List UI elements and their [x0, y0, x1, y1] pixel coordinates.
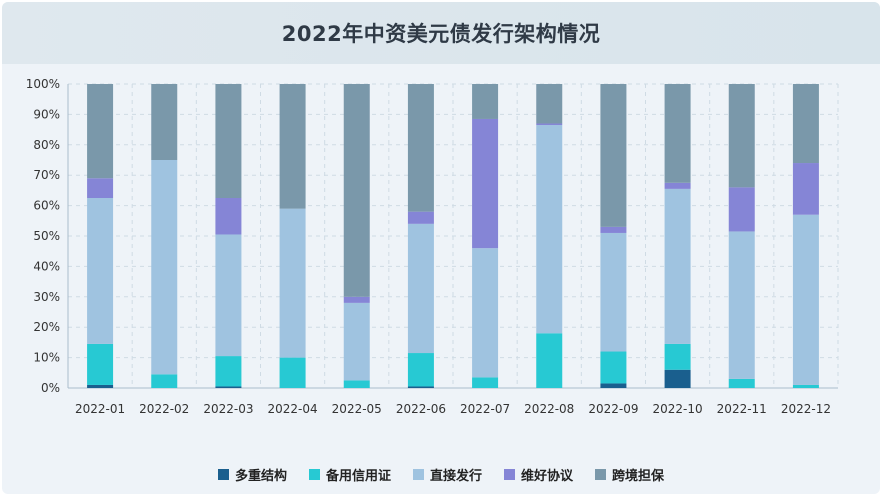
legend-label: 直接发行	[429, 468, 482, 484]
legend-label: 备用信用证	[325, 468, 391, 484]
legend-item[interactable]: 多重结构	[217, 465, 287, 484]
legend-item[interactable]: 直接发行	[412, 465, 482, 484]
stacked-bar-chart: 0% 10% 20% 30% 40% 50% 60% 70% 80% 90% 100% 2022-01…	[26, 77, 839, 416]
legend-item[interactable]: 备用信用证	[308, 465, 391, 484]
bar-segment	[664, 343, 691, 370]
x-tick-label: 2022-04	[268, 402, 318, 416]
bar-segment	[151, 374, 178, 388]
y-tick-label: 100%	[26, 77, 60, 91]
legend-item[interactable]: 维好协议	[504, 465, 573, 484]
bar-segment	[664, 369, 691, 388]
bar-segment	[536, 125, 563, 334]
legend-swatch	[595, 468, 607, 480]
x-tick-label: 2022-01	[75, 402, 125, 416]
bar-segment	[279, 357, 306, 388]
bar-segment	[600, 232, 627, 352]
bar-segment	[664, 188, 691, 344]
bar-segment	[600, 351, 627, 384]
legend-swatch	[412, 468, 424, 480]
bar-segment	[472, 118, 499, 249]
bar-segment	[472, 84, 499, 119]
bar-segment	[600, 84, 627, 227]
bar-segment	[215, 356, 242, 387]
y-tick-label: 10%	[33, 351, 60, 365]
bar-segment	[792, 384, 819, 388]
y-tick-label: 50%	[33, 229, 60, 243]
bar-segment	[279, 84, 306, 209]
legend-swatch	[308, 468, 320, 480]
bar-segment	[728, 231, 755, 379]
bar-segment	[343, 380, 370, 388]
bar-segment	[215, 234, 242, 357]
legend-label: 多重结构	[234, 468, 287, 484]
y-tick-label: 0%	[41, 381, 60, 395]
bar-segment	[792, 163, 819, 215]
bar-segment	[407, 84, 434, 212]
y-tick-label: 80%	[33, 138, 60, 152]
bar-segment	[151, 84, 178, 160]
y-tick-label: 30%	[33, 290, 60, 304]
bar-segment	[87, 384, 114, 388]
x-tick-label: 2022-03	[203, 402, 253, 416]
legend: 多重结构 备用信用证 直接发行 维好协议 跨境担保	[2, 464, 880, 484]
x-tick-label: 2022-09	[588, 402, 638, 416]
y-tick-label: 40%	[33, 259, 60, 273]
bar-segment	[600, 383, 627, 388]
bar-segment	[728, 84, 755, 188]
x-tick-label: 2022-10	[653, 402, 703, 416]
x-tick-label: 2022-06	[396, 402, 446, 416]
x-tick-label: 2022-02	[139, 402, 189, 416]
bar-segment	[407, 211, 434, 224]
bar-segment	[87, 343, 114, 385]
bar-segment	[536, 123, 563, 126]
x-tick-label: 2022-07	[460, 402, 510, 416]
bar-segment	[151, 160, 178, 375]
y-tick-label: 90%	[33, 107, 60, 121]
legend-swatch	[217, 468, 229, 480]
bar-segment	[407, 353, 434, 387]
x-tick-label: 2022-11	[717, 402, 767, 416]
bar-segment	[343, 84, 370, 297]
bar-segment	[215, 198, 242, 235]
title-bar: 2022年中资美元债发行架构情况	[2, 2, 880, 64]
bar-segment	[664, 84, 691, 183]
bar-segment	[215, 386, 242, 388]
y-tick-label: 60%	[33, 199, 60, 213]
legend-label: 维好协议	[521, 468, 574, 484]
y-tick-label: 20%	[33, 320, 60, 334]
legend-swatch	[504, 468, 515, 480]
x-tick-label: 2022-12	[781, 402, 831, 416]
bar-segment	[279, 208, 306, 358]
chart-title: 2022年中资美元债发行架构情况	[281, 22, 601, 46]
bar-segment	[728, 187, 755, 232]
bar-segment	[472, 248, 499, 378]
bar-segment	[407, 386, 434, 388]
bar-segment	[728, 378, 755, 388]
bar-segment	[600, 226, 627, 233]
bar-segment	[343, 302, 370, 381]
bar-segment	[792, 84, 819, 164]
bar-segment	[407, 223, 434, 354]
x-tick-label: 2022-08	[524, 402, 574, 416]
bar-segment	[87, 198, 114, 344]
bar-segment	[472, 377, 499, 388]
x-tick-label: 2022-05	[332, 402, 382, 416]
bar-segment	[792, 214, 819, 385]
bar-segment	[536, 333, 563, 388]
bar-segment	[343, 296, 370, 303]
y-tick-label: 70%	[33, 168, 60, 182]
bar-segment	[536, 84, 563, 124]
legend-item[interactable]: 跨境担保	[595, 465, 664, 484]
legend-label: 跨境担保	[612, 468, 665, 484]
bar-segment	[664, 182, 691, 189]
bar-segment	[87, 84, 114, 179]
bar-segment	[87, 178, 114, 198]
bar-segment	[215, 84, 242, 198]
